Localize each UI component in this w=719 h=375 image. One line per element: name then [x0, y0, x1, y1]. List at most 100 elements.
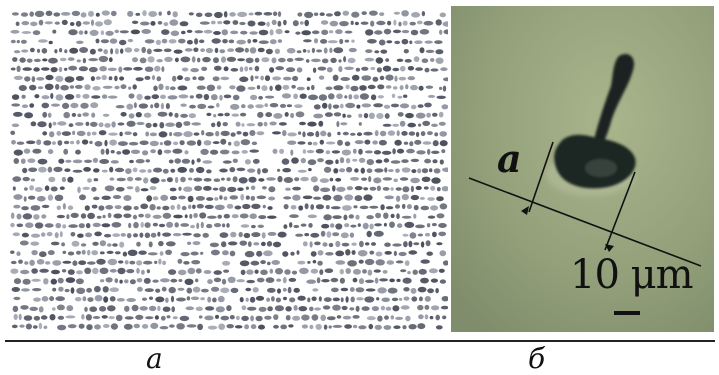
grain — [82, 186, 90, 190]
grain — [91, 112, 96, 118]
grain — [87, 178, 92, 183]
grain — [45, 10, 53, 16]
grain — [162, 168, 169, 174]
grain — [384, 315, 389, 320]
grain — [436, 196, 444, 202]
grain — [189, 104, 196, 109]
grain — [132, 167, 138, 173]
grain — [427, 197, 435, 201]
grain — [185, 306, 195, 311]
grain — [92, 222, 101, 228]
grain — [15, 21, 20, 26]
grain — [34, 187, 43, 192]
grain — [172, 148, 183, 154]
grain — [417, 286, 427, 293]
grain — [128, 222, 132, 229]
grain — [114, 29, 120, 34]
grain — [34, 94, 40, 99]
grain — [282, 276, 287, 284]
grain — [257, 21, 266, 26]
grain — [273, 113, 283, 119]
grain — [384, 251, 392, 255]
grain — [54, 194, 64, 201]
grain — [320, 314, 327, 321]
grain — [393, 11, 400, 15]
grain — [101, 94, 108, 99]
grain — [133, 206, 139, 210]
grain — [145, 316, 154, 320]
grain — [342, 131, 349, 136]
grain — [103, 49, 108, 55]
grain — [57, 324, 67, 331]
grain — [197, 103, 207, 109]
grain — [180, 103, 187, 107]
grain — [129, 260, 136, 265]
grain — [346, 186, 353, 191]
grain — [316, 49, 323, 53]
grain — [175, 121, 183, 128]
grain — [400, 269, 407, 273]
grain — [149, 186, 157, 191]
grain — [163, 140, 172, 146]
grain — [385, 74, 394, 81]
grain — [157, 231, 161, 237]
grain — [364, 139, 371, 145]
grain — [75, 94, 81, 99]
grain — [33, 58, 41, 63]
grain — [151, 75, 156, 81]
grain — [78, 30, 84, 35]
grain — [226, 305, 232, 312]
grain — [361, 66, 369, 71]
grain — [346, 166, 353, 173]
grain — [403, 287, 410, 292]
grain — [63, 140, 70, 145]
grain — [216, 85, 222, 90]
grain — [118, 260, 124, 264]
grain — [410, 194, 420, 201]
grain — [378, 39, 386, 46]
grain — [339, 21, 349, 27]
grain — [191, 260, 201, 265]
grain — [16, 141, 25, 145]
grain — [47, 166, 53, 173]
grain — [383, 104, 391, 109]
grain — [149, 296, 153, 300]
grain — [413, 56, 420, 62]
grain — [233, 140, 240, 147]
grain — [92, 267, 99, 275]
grain — [230, 231, 237, 238]
grain — [49, 314, 56, 321]
grain — [89, 306, 98, 313]
grain — [394, 204, 401, 209]
grain — [211, 122, 216, 128]
grain — [306, 132, 315, 137]
grain — [222, 260, 231, 266]
grain — [211, 38, 221, 44]
grain — [369, 10, 378, 16]
grain — [348, 94, 353, 100]
grain — [415, 131, 420, 137]
grain — [192, 241, 201, 246]
grain — [309, 306, 314, 312]
grain — [81, 249, 86, 255]
grain — [55, 222, 62, 229]
grain — [365, 288, 376, 292]
grain — [95, 76, 101, 80]
grain — [143, 277, 151, 284]
grain — [70, 287, 75, 294]
grain — [19, 57, 26, 63]
grain — [147, 169, 152, 173]
grain — [360, 167, 365, 174]
grain — [310, 232, 320, 238]
grain — [139, 306, 148, 311]
grain — [151, 94, 160, 100]
grain — [207, 215, 217, 219]
grain — [199, 21, 210, 25]
grain — [133, 66, 143, 71]
grain — [385, 58, 390, 62]
grain — [269, 103, 279, 108]
grain — [180, 113, 189, 118]
grain — [206, 84, 216, 92]
grain — [80, 213, 87, 219]
grain — [198, 315, 203, 319]
